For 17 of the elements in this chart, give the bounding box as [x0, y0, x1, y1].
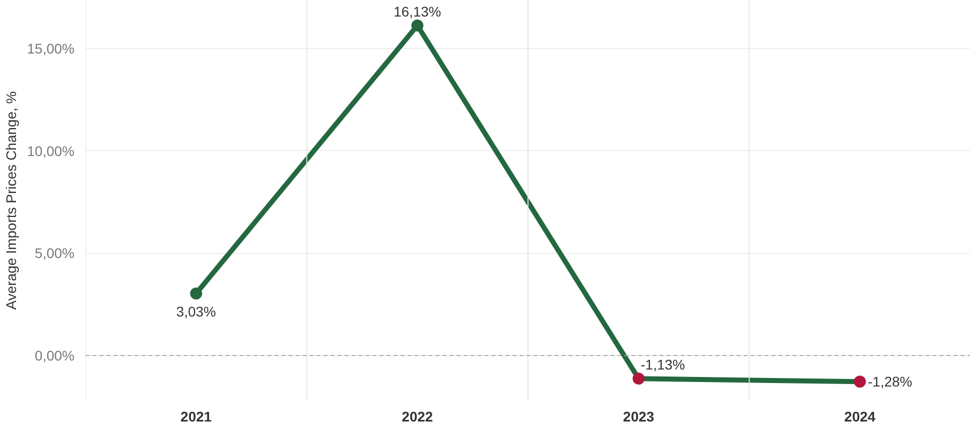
point [632, 372, 645, 385]
data-label: -1,28% [868, 374, 912, 390]
point [190, 288, 202, 300]
x-tick-label: 2022 [402, 408, 434, 424]
y-tick-label: 5,00% [34, 245, 75, 262]
x-tick-label: 2024 [844, 408, 876, 424]
x-tick-label: 2023 [623, 408, 654, 424]
y-tick-label: 15,00% [27, 40, 74, 57]
x-tick-label: 2021 [180, 408, 212, 424]
y-axis-title: Average Imports Prices Change, % [3, 91, 20, 310]
data-label: -1,13% [640, 356, 685, 373]
point [854, 376, 866, 388]
point [411, 19, 424, 32]
y-tick-label: 10,00% [27, 142, 74, 159]
data-label: 3,03% [176, 303, 216, 320]
data-label: 16,13% [394, 3, 442, 20]
y-tick-label: 0,00% [34, 347, 75, 364]
